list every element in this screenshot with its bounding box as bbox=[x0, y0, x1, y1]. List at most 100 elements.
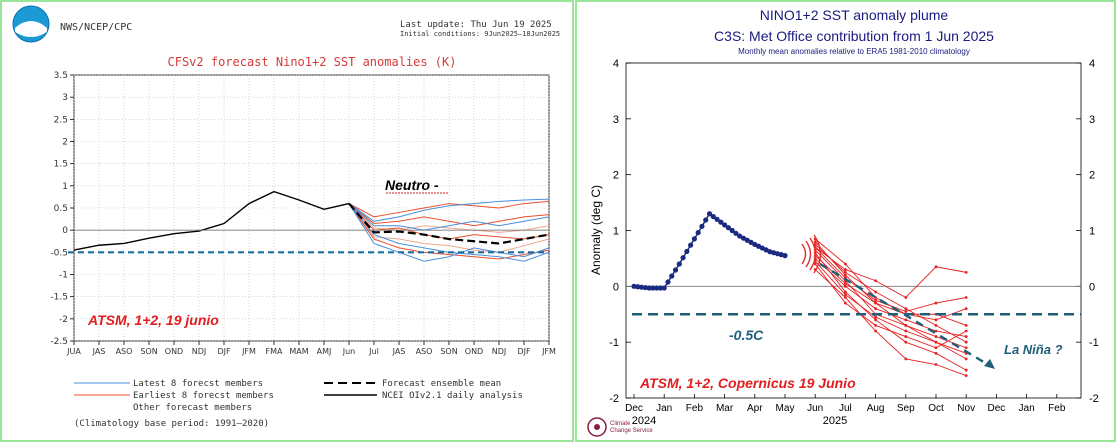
forecast-start-mark bbox=[801, 234, 822, 274]
observed-point bbox=[714, 216, 720, 222]
legend-mean-label: Forecast ensemble mean bbox=[382, 379, 501, 389]
legend-analysis-label: NCEI OIv2.1 daily analysis bbox=[382, 391, 523, 401]
x-tick-label: Nov bbox=[957, 403, 975, 414]
member-point bbox=[934, 346, 938, 350]
agency-label: NWS/NCEP/CPC bbox=[60, 22, 132, 33]
member-point bbox=[964, 296, 968, 299]
member-point bbox=[964, 374, 968, 378]
member-point bbox=[904, 324, 908, 327]
y-tick-label: 4 bbox=[613, 58, 619, 70]
member-point bbox=[904, 296, 908, 299]
x-tick-label: OND bbox=[465, 347, 483, 356]
observed-point bbox=[684, 248, 690, 255]
y-tick-label: -2 bbox=[59, 315, 68, 325]
arrow-head-icon bbox=[984, 359, 995, 369]
chart-subtitle: C3S: Met Office contribution from 1 Jun … bbox=[714, 28, 994, 44]
member-point bbox=[844, 290, 847, 294]
x-tick-label: Jun bbox=[342, 347, 356, 356]
x-tick-label: AMJ bbox=[317, 347, 332, 356]
member-point bbox=[934, 301, 938, 305]
cfsv2-panel: NWS/NCEP/CPC Last update: Thu Jun 19 202… bbox=[0, 0, 574, 442]
member-point bbox=[874, 318, 877, 322]
observed-point bbox=[631, 283, 637, 289]
legend: Latest 8 forecst members Earliest 8 fore… bbox=[74, 379, 523, 429]
member-point bbox=[964, 340, 968, 344]
x-tick-label: JUA bbox=[66, 347, 81, 356]
x-tick-label: Dec bbox=[988, 403, 1006, 414]
x-tick-label: SON bbox=[440, 347, 457, 356]
series-line bbox=[348, 202, 550, 245]
y-tick-label: 1.5 bbox=[54, 160, 68, 170]
y-tick-label-right: -1 bbox=[1089, 337, 1099, 349]
observed-point bbox=[703, 217, 709, 223]
x-tick-label: ASO bbox=[416, 347, 433, 356]
chart-note: Monthly mean anomalies relative to ERA5 … bbox=[738, 47, 970, 56]
y-tick-label: -2 bbox=[609, 393, 619, 405]
y-tick-label: 0 bbox=[62, 226, 68, 236]
observed-point bbox=[635, 284, 641, 290]
series-line bbox=[73, 190, 350, 251]
y-tick-label-right: -2 bbox=[1089, 393, 1099, 405]
member-point bbox=[844, 273, 847, 277]
member-line bbox=[814, 269, 967, 377]
observed-point bbox=[657, 285, 664, 291]
member-point bbox=[874, 315, 877, 319]
chart-title: CFSv2 forecast Nino1+2 SST anomalies (K) bbox=[168, 55, 457, 69]
series-line bbox=[348, 203, 550, 227]
y-tick-label-right: 3 bbox=[1089, 114, 1095, 126]
member-line bbox=[814, 260, 967, 354]
member-point bbox=[844, 293, 847, 297]
member-point bbox=[964, 270, 968, 274]
member-point bbox=[964, 368, 968, 372]
series-line bbox=[348, 203, 550, 260]
observed-point bbox=[691, 236, 697, 242]
member-point bbox=[813, 262, 817, 266]
atsm-annotation: ATSM, 1+2, 19 junio bbox=[87, 312, 219, 328]
observed-point bbox=[725, 225, 731, 231]
member-point bbox=[934, 351, 938, 355]
cfsv2-chart: NWS/NCEP/CPC Last update: Thu Jun 19 202… bbox=[12, 5, 560, 429]
member-point bbox=[904, 329, 908, 333]
member-point bbox=[844, 268, 847, 271]
member-point bbox=[874, 329, 877, 333]
observed-point bbox=[654, 285, 660, 291]
legend-earliest-label: Earliest 8 forecst members bbox=[133, 391, 274, 401]
member-point bbox=[844, 262, 847, 266]
last-update-label: Last update: Thu Jun 19 2025 bbox=[400, 20, 552, 30]
y-tick-label: 3 bbox=[62, 93, 68, 103]
y-tick-label: 2.5 bbox=[54, 115, 68, 125]
member-point bbox=[874, 298, 877, 302]
member-point bbox=[964, 329, 968, 333]
chart-title: NINO1+2 SST anomaly plume bbox=[760, 7, 949, 23]
member-line bbox=[814, 249, 967, 349]
noaa-logo-icon bbox=[12, 5, 50, 43]
member-point bbox=[964, 357, 968, 361]
logo-text-line-2: Change Service bbox=[610, 428, 653, 434]
series-line bbox=[348, 203, 550, 233]
series-line bbox=[348, 198, 550, 222]
y-tick-label-right: 0 bbox=[1089, 281, 1095, 293]
member-point bbox=[934, 363, 938, 366]
observed-point bbox=[718, 219, 724, 225]
x-tick-label: Sep bbox=[897, 403, 915, 414]
y-tick-label-right: 2 bbox=[1089, 170, 1095, 182]
member-point bbox=[904, 335, 908, 338]
observed-point bbox=[642, 284, 648, 291]
member-point bbox=[904, 307, 908, 311]
y-tick-label: 1 bbox=[62, 182, 68, 192]
y-tick-label: 0.5 bbox=[54, 204, 68, 214]
member-point bbox=[813, 240, 817, 244]
y-tick-label: 2 bbox=[62, 138, 68, 148]
x-tick-label: Jun bbox=[807, 403, 823, 414]
member-line bbox=[814, 255, 967, 326]
y-tick-label: -2.5 bbox=[50, 337, 68, 347]
x-tick-label: Mar bbox=[716, 403, 734, 414]
member-point bbox=[964, 346, 968, 350]
observed-point bbox=[650, 285, 656, 291]
observed-point bbox=[722, 222, 728, 228]
observed-point bbox=[676, 261, 682, 267]
x-tick-label: JAS bbox=[92, 347, 106, 356]
year-label-2025: 2025 bbox=[823, 415, 847, 427]
x-tick-label: Jul bbox=[839, 403, 852, 414]
